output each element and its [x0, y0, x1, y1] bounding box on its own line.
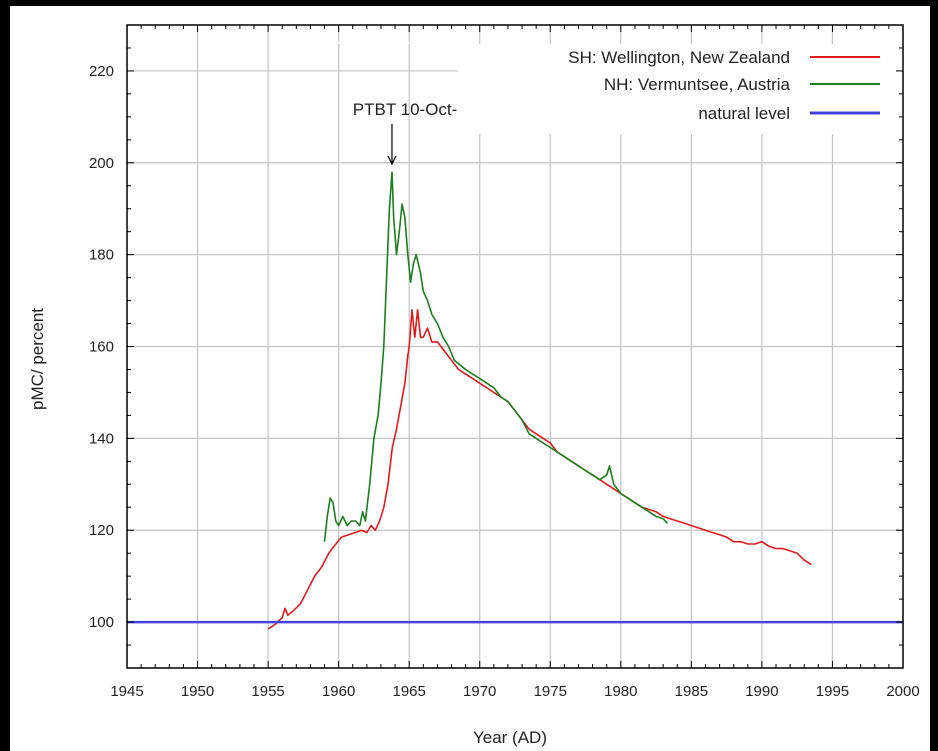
- x-tick-label: 1985: [675, 683, 708, 700]
- y-tick-label: 200: [89, 155, 114, 172]
- series-line-nh-vermuntsee: [323, 171, 668, 542]
- legend-background: [328, 42, 458, 44]
- y-axis-title: pMC/ percent: [28, 308, 47, 410]
- x-tick-label: 1960: [322, 683, 355, 700]
- y-tick-labels: 100 120 140 160 180 200 220: [89, 63, 114, 631]
- x-tick-label: 1970: [463, 683, 496, 700]
- legend-item-nh: NH: Vermuntsee, Austria: [604, 75, 880, 94]
- y-tick-label: 160: [89, 339, 114, 356]
- x-tick-label: 1995: [816, 683, 849, 700]
- legend-label-sh: SH: Wellington, New Zealand: [568, 48, 790, 67]
- y-tick-label: 180: [89, 247, 114, 264]
- x-tick-label: 1945: [110, 683, 143, 700]
- x-tick-label: 1950: [181, 683, 214, 700]
- x-axis-title: Year (AD): [473, 728, 547, 747]
- x-tick-label: 1980: [604, 683, 637, 700]
- legend-item-natural: natural level: [698, 104, 880, 123]
- series-line-sh-wellington: [267, 309, 812, 630]
- series-layer: [127, 171, 903, 630]
- legend-label-nh: NH: Vermuntsee, Austria: [604, 75, 791, 94]
- y-tick-label: 220: [89, 63, 114, 80]
- legend-label-natural: natural level: [698, 104, 790, 123]
- arrow-down-icon: [387, 155, 397, 166]
- x-tick-label: 2000: [886, 683, 919, 700]
- legend-box: [458, 44, 896, 134]
- x-tick-label: 1990: [745, 683, 778, 700]
- y-tick-label: 140: [89, 430, 114, 447]
- legend: SH: Wellington, New Zealand NH: Vermunts…: [458, 44, 896, 134]
- chart-panel: 1945 1950 1955 1960 1965 1970 1975 1980 1985 1990…: [10, 6, 930, 751]
- minor-ticks: [126, 24, 904, 669]
- x-tick-label: 1965: [392, 683, 425, 700]
- x-tick-label: 1975: [534, 683, 567, 700]
- y-tick-label: 120: [89, 522, 114, 539]
- legend-item-sh: SH: Wellington, New Zealand: [568, 48, 880, 67]
- x-tick-label: 1955: [251, 683, 284, 700]
- y-tick-label: 100: [89, 614, 114, 631]
- x-tick-labels: 1945 1950 1955 1960 1965 1970 1975 1980 1985 1990…: [110, 683, 919, 700]
- line-chart: 1945 1950 1955 1960 1965 1970 1975 1980 1985 1990…: [28, 24, 920, 747]
